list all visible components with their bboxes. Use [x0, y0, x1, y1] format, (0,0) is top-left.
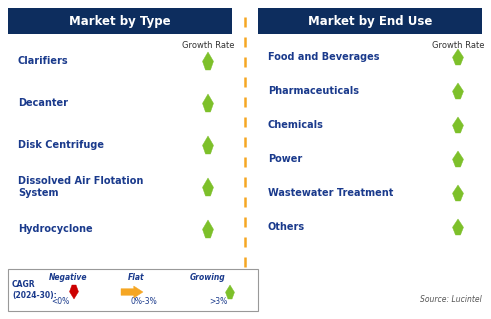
Text: >3%: >3% [209, 298, 227, 307]
Text: CAGR
(2024-30):: CAGR (2024-30): [12, 279, 57, 300]
Polygon shape [225, 285, 235, 299]
Polygon shape [453, 117, 464, 133]
Text: Power: Power [268, 154, 302, 164]
Text: Chemicals: Chemicals [268, 120, 324, 130]
Polygon shape [202, 94, 214, 112]
Polygon shape [453, 49, 464, 65]
Text: Negative: Negative [49, 272, 87, 281]
Polygon shape [453, 219, 464, 235]
Text: Flat: Flat [128, 272, 144, 281]
Text: Food and Beverages: Food and Beverages [268, 52, 380, 62]
FancyBboxPatch shape [258, 8, 482, 34]
Polygon shape [70, 285, 79, 299]
Polygon shape [202, 220, 214, 238]
Text: 0%-3%: 0%-3% [131, 298, 158, 307]
Text: Dissolved Air Flotation
System: Dissolved Air Flotation System [18, 176, 143, 198]
Text: Hydrocyclone: Hydrocyclone [18, 224, 93, 234]
Text: Growing: Growing [190, 272, 226, 281]
Polygon shape [121, 286, 143, 298]
Text: Source: Lucintel: Source: Lucintel [420, 294, 482, 303]
Text: Clarifiers: Clarifiers [18, 56, 69, 66]
Text: Growth Rate: Growth Rate [182, 41, 234, 50]
Polygon shape [202, 136, 214, 154]
Polygon shape [453, 83, 464, 99]
Text: <0%: <0% [51, 298, 69, 307]
Text: Growth Rate: Growth Rate [432, 41, 484, 50]
Text: Others: Others [268, 222, 305, 232]
FancyBboxPatch shape [8, 8, 232, 34]
Text: Wastewater Treatment: Wastewater Treatment [268, 188, 393, 198]
FancyBboxPatch shape [8, 269, 258, 311]
Text: Disk Centrifuge: Disk Centrifuge [18, 140, 104, 150]
Polygon shape [453, 185, 464, 201]
Polygon shape [453, 151, 464, 167]
Text: Market by Type: Market by Type [69, 14, 171, 27]
Polygon shape [202, 52, 214, 70]
Polygon shape [202, 178, 214, 196]
Text: Pharmaceuticals: Pharmaceuticals [268, 86, 359, 96]
Text: Market by End Use: Market by End Use [308, 14, 432, 27]
Text: Decanter: Decanter [18, 98, 68, 108]
